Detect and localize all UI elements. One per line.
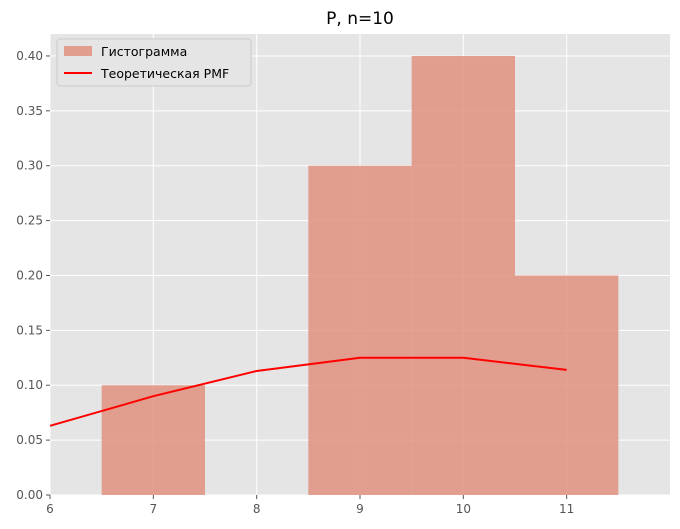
legend: Гистограмма Теоретическая PMF	[56, 38, 252, 87]
x-tick-label: 11	[559, 502, 574, 516]
histogram-bars	[101, 55, 619, 495]
pmf-line	[49, 356, 567, 427]
legend-swatch-histogram	[64, 46, 92, 56]
y-tick-label: 0.25	[16, 214, 43, 228]
y-tick-label: 0.40	[16, 49, 43, 63]
y-tick-label: 0.10	[16, 378, 43, 392]
y-tick-label: 0.35	[16, 104, 43, 118]
y-tick-label: 0.30	[16, 159, 43, 173]
y-tick-label: 0.05	[16, 433, 43, 447]
pmf-polyline	[49, 356, 567, 427]
histogram-bar	[101, 385, 205, 495]
legend-label-histogram: Гистограмма	[101, 44, 187, 59]
x-tick-label: 9	[356, 502, 364, 516]
y-tick-label: 0.00	[16, 488, 43, 502]
x-tick-label: 10	[456, 502, 471, 516]
x-tick-label: 8	[253, 502, 261, 516]
x-axis: 6 7 8 9 10 11	[46, 495, 574, 516]
histogram-bar	[308, 165, 412, 495]
y-tick-label: 0.15	[16, 323, 43, 337]
y-axis: 0.00 0.05 0.10 0.15 0.20 0.25 0.30 0.35 0.40	[16, 49, 50, 502]
x-tick-label: 6	[46, 502, 54, 516]
x-tick-label: 7	[150, 502, 158, 516]
legend-label-pmf: Теоретическая PMF	[100, 66, 229, 81]
y-tick-label: 0.20	[16, 268, 43, 282]
legend-box	[56, 38, 252, 87]
chart-title: P, n=10	[326, 9, 394, 29]
histogram-bar	[411, 55, 515, 495]
histogram-bar	[515, 275, 619, 495]
